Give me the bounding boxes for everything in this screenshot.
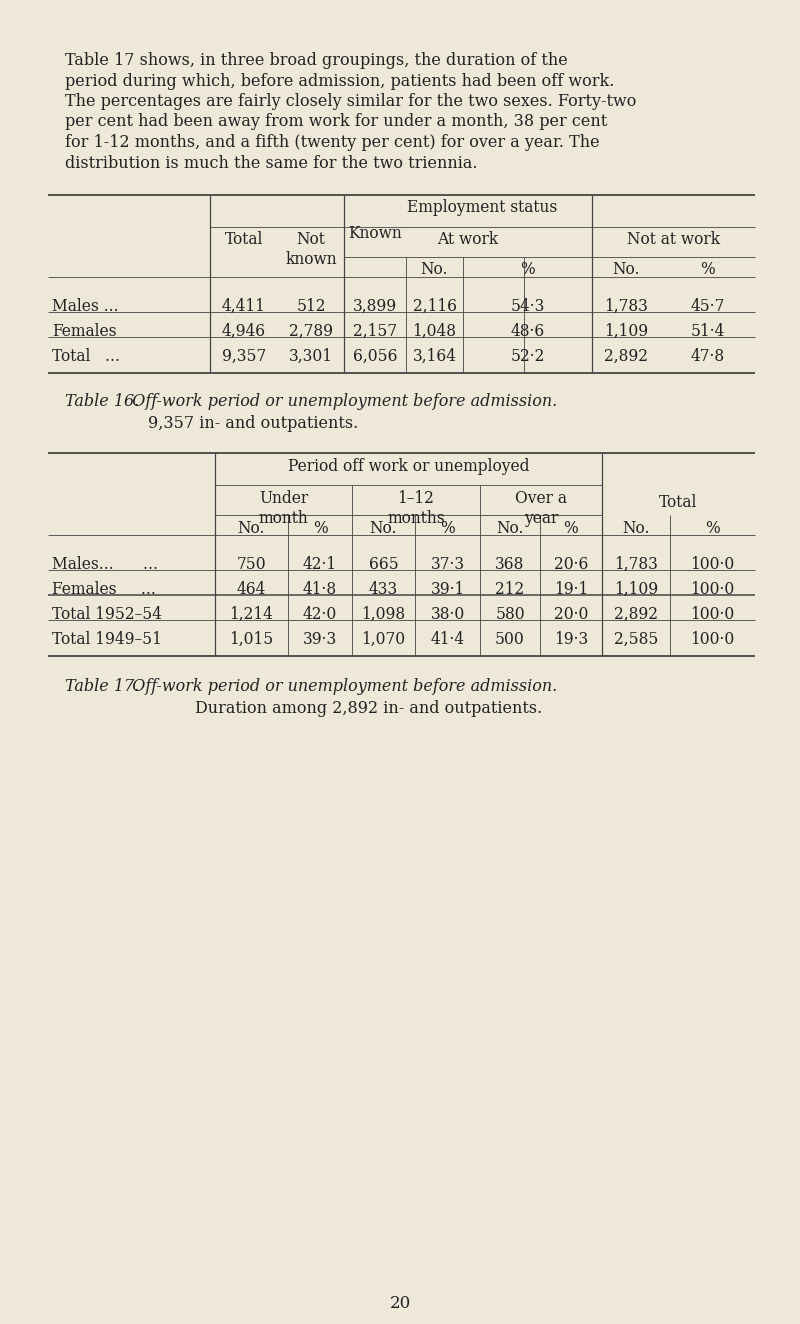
Text: Employment status: Employment status — [407, 199, 558, 216]
Text: 9,357: 9,357 — [222, 348, 266, 365]
Text: 47·8: 47·8 — [690, 348, 725, 365]
Text: 9,357 in- and outpatients.: 9,357 in- and outpatients. — [148, 414, 358, 432]
Text: No.: No. — [370, 520, 398, 538]
Text: 41·8: 41·8 — [303, 581, 337, 598]
Text: 750: 750 — [237, 556, 266, 573]
Text: 1,783: 1,783 — [604, 298, 648, 315]
Text: Females: Females — [52, 323, 117, 340]
Text: The percentages are fairly closely similar for the two sexes. Forty-two: The percentages are fairly closely simil… — [65, 93, 636, 110]
Text: 2,892: 2,892 — [614, 606, 658, 624]
Text: 48·6: 48·6 — [510, 323, 545, 340]
Text: 580: 580 — [495, 606, 525, 624]
Text: 100·0: 100·0 — [690, 632, 734, 647]
Text: 100·0: 100·0 — [690, 606, 734, 624]
Text: %: % — [700, 261, 715, 278]
Text: period during which, before admission, patients had been off work.: period during which, before admission, p… — [65, 73, 614, 90]
Text: 100·0: 100·0 — [690, 581, 734, 598]
Text: 212: 212 — [495, 581, 525, 598]
Text: 38·0: 38·0 — [430, 606, 465, 624]
Text: Total   ...: Total ... — [52, 348, 120, 365]
Text: 20·6: 20·6 — [554, 556, 588, 573]
Text: Table 17.: Table 17. — [65, 678, 139, 695]
Text: 1,015: 1,015 — [230, 632, 274, 647]
Text: 1,109: 1,109 — [614, 581, 658, 598]
Text: No.: No. — [238, 520, 266, 538]
Text: per cent had been away from work for under a month, 38 per cent: per cent had been away from work for und… — [65, 114, 607, 131]
Text: No.: No. — [612, 261, 640, 278]
Text: 51·4: 51·4 — [690, 323, 725, 340]
Text: 1,070: 1,070 — [362, 632, 406, 647]
Text: Males ...: Males ... — [52, 298, 118, 315]
Text: 4,946: 4,946 — [222, 323, 266, 340]
Text: 20·0: 20·0 — [554, 606, 588, 624]
Text: Total: Total — [225, 230, 263, 248]
Text: 2,116: 2,116 — [413, 298, 457, 315]
Text: Not
known: Not known — [285, 230, 337, 267]
Text: Known: Known — [348, 225, 402, 241]
Text: Duration among 2,892 in- and outpatients.: Duration among 2,892 in- and outpatients… — [195, 700, 542, 718]
Text: Total: Total — [659, 494, 698, 511]
Text: 37·3: 37·3 — [430, 556, 465, 573]
Text: 1,048: 1,048 — [413, 323, 457, 340]
Text: Males...      ...: Males... ... — [52, 556, 158, 573]
Text: 52·2: 52·2 — [510, 348, 545, 365]
Text: 6,056: 6,056 — [353, 348, 398, 365]
Text: 3,899: 3,899 — [353, 298, 397, 315]
Text: 2,892: 2,892 — [604, 348, 648, 365]
Text: No.: No. — [496, 520, 524, 538]
Text: 100·0: 100·0 — [690, 556, 734, 573]
Text: 1,214: 1,214 — [230, 606, 274, 624]
Text: No.: No. — [421, 261, 448, 278]
Text: 1,098: 1,098 — [362, 606, 406, 624]
Text: 42·1: 42·1 — [303, 556, 337, 573]
Text: 512: 512 — [296, 298, 326, 315]
Text: 41·4: 41·4 — [430, 632, 465, 647]
Text: for 1-12 months, and a fifth (twenty per cent) for over a year. The: for 1-12 months, and a fifth (twenty per… — [65, 134, 600, 151]
Text: %: % — [705, 520, 720, 538]
Text: Table 16.: Table 16. — [65, 393, 139, 410]
Text: 54·3: 54·3 — [510, 298, 545, 315]
Text: %: % — [520, 261, 535, 278]
Text: Off-work period or unemployment before admission.: Off-work period or unemployment before a… — [122, 678, 558, 695]
Text: distribution is much the same for the two triennia.: distribution is much the same for the tw… — [65, 155, 478, 172]
Text: 42·0: 42·0 — [303, 606, 337, 624]
Text: Under
month: Under month — [258, 490, 308, 527]
Text: Total 1952–54: Total 1952–54 — [52, 606, 162, 624]
Text: 464: 464 — [237, 581, 266, 598]
Text: 39·1: 39·1 — [430, 581, 465, 598]
Text: 1,109: 1,109 — [604, 323, 648, 340]
Text: 20: 20 — [390, 1295, 410, 1312]
Text: 3,164: 3,164 — [413, 348, 457, 365]
Text: 1,783: 1,783 — [614, 556, 658, 573]
Text: 2,789: 2,789 — [289, 323, 333, 340]
Text: %: % — [564, 520, 578, 538]
Text: Females     ...: Females ... — [52, 581, 156, 598]
Text: 19·3: 19·3 — [554, 632, 588, 647]
Text: Not at work: Not at work — [627, 230, 720, 248]
Text: 2,157: 2,157 — [353, 323, 397, 340]
Text: 3,301: 3,301 — [289, 348, 333, 365]
Text: Period off work or unemployed: Period off work or unemployed — [288, 458, 530, 475]
Text: Total 1949–51: Total 1949–51 — [52, 632, 162, 647]
Text: Over a
year: Over a year — [515, 490, 567, 527]
Text: %: % — [440, 520, 455, 538]
Text: 665: 665 — [369, 556, 398, 573]
Text: No.: No. — [622, 520, 650, 538]
Text: 45·7: 45·7 — [690, 298, 725, 315]
Text: 19·1: 19·1 — [554, 581, 588, 598]
Text: 500: 500 — [495, 632, 525, 647]
Text: 2,585: 2,585 — [614, 632, 658, 647]
Text: %: % — [313, 520, 327, 538]
Text: 368: 368 — [495, 556, 525, 573]
Text: 39·3: 39·3 — [303, 632, 337, 647]
Text: Off-work period or unemployment before admission.: Off-work period or unemployment before a… — [122, 393, 558, 410]
Text: 4,411: 4,411 — [222, 298, 266, 315]
Text: 433: 433 — [369, 581, 398, 598]
Text: At work: At work — [438, 230, 498, 248]
Text: 1–12
months: 1–12 months — [387, 490, 445, 527]
Text: Table 17 shows, in three broad groupings, the duration of the: Table 17 shows, in three broad groupings… — [65, 52, 568, 69]
